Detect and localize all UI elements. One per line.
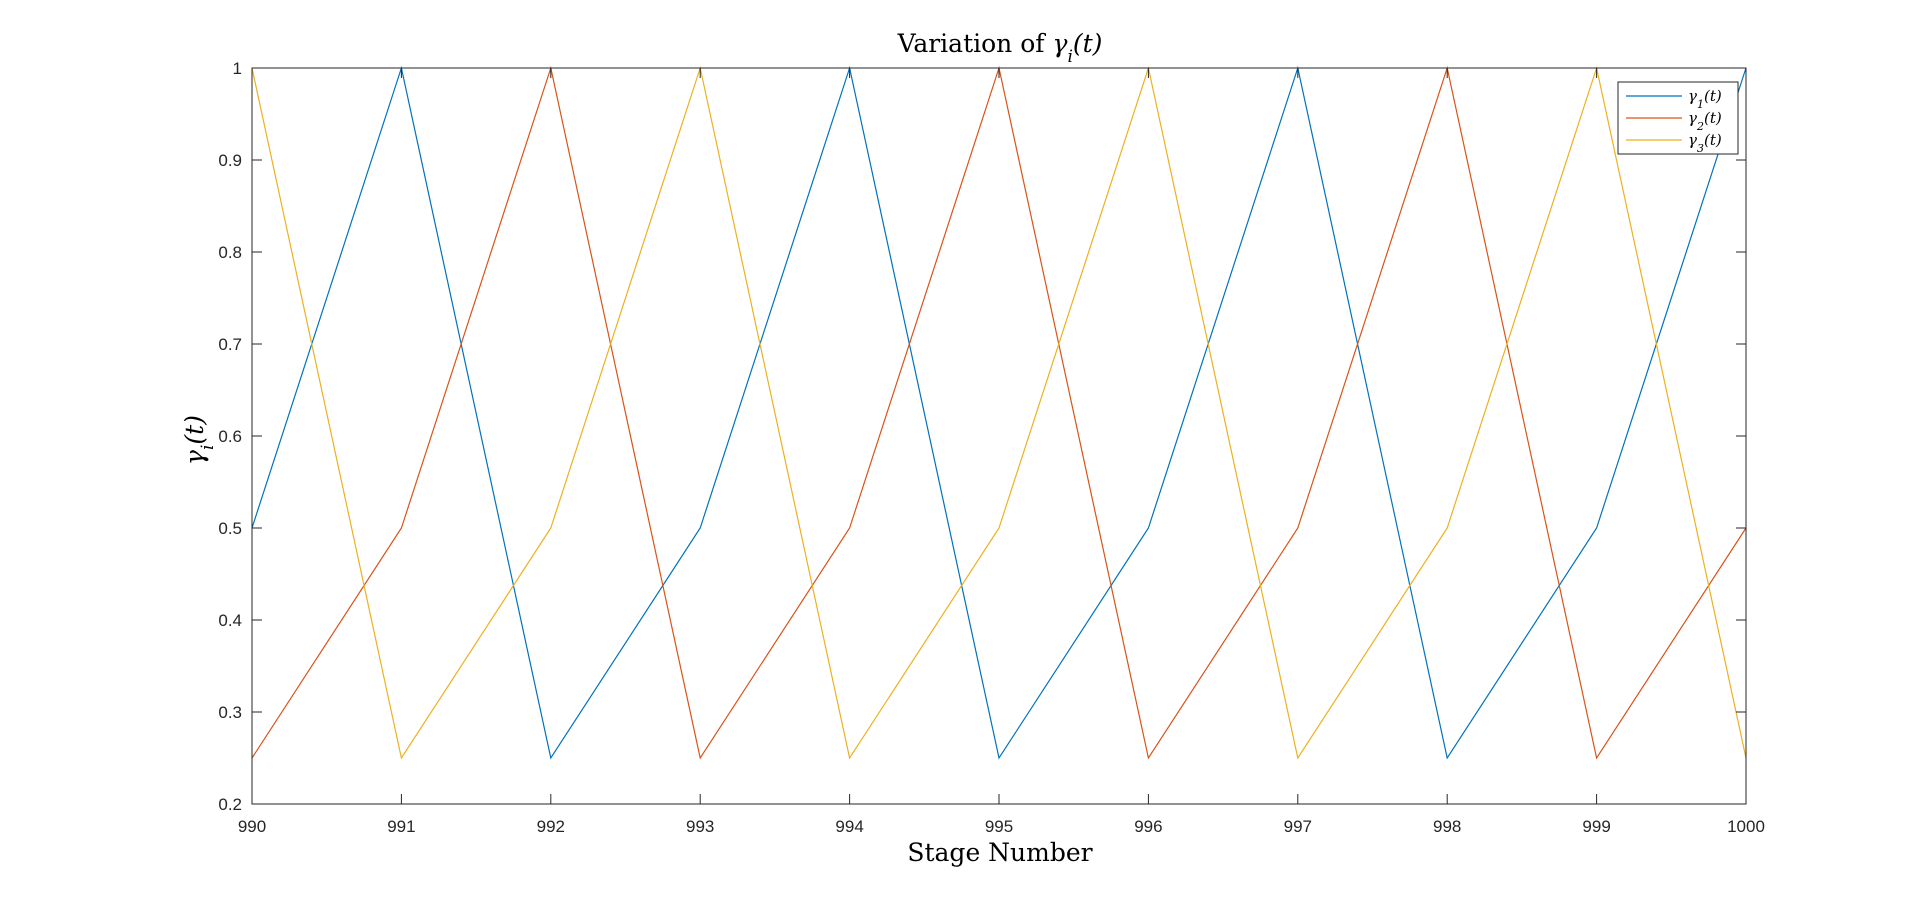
y-tick-label: 0.3 [218, 703, 242, 722]
y-axis-label: γi(t) [180, 415, 218, 465]
legend-label-3: γ3(t) [1688, 131, 1722, 155]
legend-label-2: γ2(t) [1688, 109, 1722, 133]
y-tick-label: 0.7 [218, 335, 242, 354]
x-tick-label: 997 [1284, 817, 1312, 836]
y-tick-label: 1 [233, 59, 242, 78]
x-tick-label: 1000 [1727, 817, 1765, 836]
plot-area: 990 991 992 993 994 995 996 997 998 999 1000 0.2 0.3… [218, 59, 1765, 836]
series-line-1 [251, 65, 1747, 760]
legend: γ1(t)γ2(t)γ3(t) [1617, 81, 1739, 155]
y-tick-label: 0.2 [218, 795, 242, 814]
chart-title: Variation of γi(t) [897, 29, 1103, 67]
y-tick-label: 0.9 [218, 151, 242, 170]
y-tick-label: 0.5 [218, 519, 242, 538]
y-tick-label: 0.4 [218, 611, 242, 630]
x-tick-label: 999 [1582, 817, 1610, 836]
x-axis-label: Stage Number [907, 838, 1092, 867]
x-tick-label: 990 [238, 817, 266, 836]
y-tick-label: 0.8 [218, 243, 242, 262]
x-tick-label: 998 [1433, 817, 1461, 836]
x-tick-label: 991 [387, 817, 415, 836]
x-tick-label: 994 [835, 817, 863, 836]
x-tick-label: 996 [1134, 817, 1162, 836]
y-tick-label: 0.6 [218, 427, 242, 446]
axes-box [251, 67, 1747, 805]
legend-label-1: γ1(t) [1688, 87, 1722, 111]
series-line-3 [251, 65, 1747, 760]
x-tick-label: 992 [537, 817, 565, 836]
x-tick-label: 995 [985, 817, 1013, 836]
x-tick-label: 993 [686, 817, 714, 836]
